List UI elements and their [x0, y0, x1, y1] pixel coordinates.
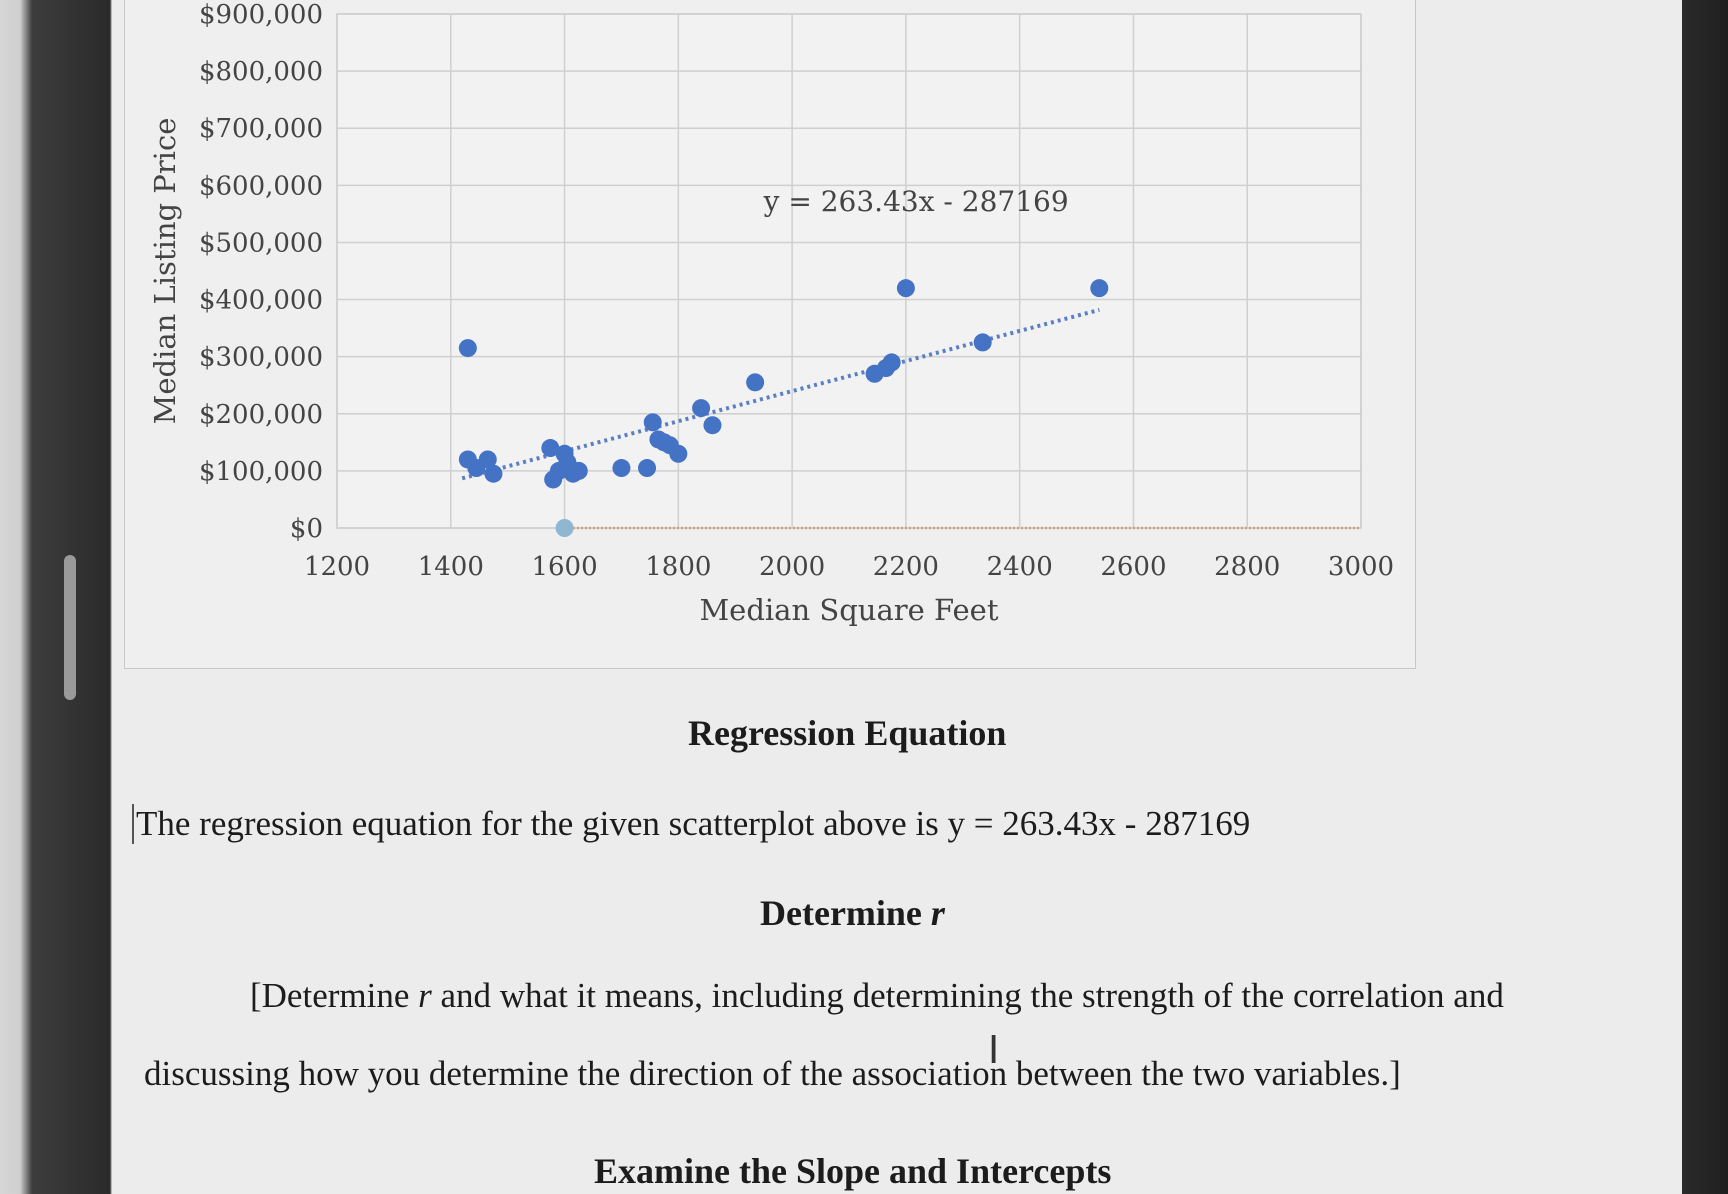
data-point — [638, 459, 657, 478]
x-tick-label: 2800 — [1214, 552, 1280, 582]
plot-area — [336, 13, 1362, 529]
data-point — [1090, 279, 1109, 298]
x-tick-label: 1600 — [531, 552, 597, 582]
prompt-line-1[interactable]: [Determine r and what it means, includin… — [250, 976, 1504, 1015]
chart-container[interactable]: $0 $100,000 $200,000 $300,000 $400,000 $500,0… — [124, 0, 1416, 669]
data-point — [555, 519, 574, 537]
x-tick-label: 2000 — [759, 552, 825, 582]
y-tick-label: $100,000 — [199, 457, 323, 487]
heading-slope-intercepts: Examine the Slope and Intercepts — [594, 1151, 1112, 1191]
heading-determine-r: Determine r — [760, 893, 945, 933]
y-tick-label: $600,000 — [199, 171, 323, 201]
x-tick-label: 1400 — [418, 552, 484, 582]
y-tick-label: $700,000 — [199, 114, 323, 144]
data-point — [746, 373, 765, 392]
x-tick-label: 2200 — [873, 552, 939, 582]
y-tick-label: $0 — [290, 514, 323, 544]
data-point — [669, 444, 688, 463]
data-point — [458, 339, 477, 358]
x-tick-label: 1200 — [304, 552, 370, 582]
data-point — [882, 353, 901, 372]
x-tick-label: 2600 — [1100, 552, 1166, 582]
heading-regression-equation: Regression Equation — [688, 713, 1007, 753]
data-point — [541, 439, 560, 458]
y-axis-title: Median Listing Price — [148, 118, 182, 425]
prompt-line-2[interactable]: discussing how you determine the directi… — [144, 1054, 1401, 1093]
text-cursor-icon: I — [988, 1028, 1000, 1072]
data-point — [484, 464, 503, 483]
y-tick-label: $200,000 — [199, 400, 323, 430]
trendline-equation: y = 263.43x - 287169 — [763, 185, 1069, 218]
data-point — [896, 279, 915, 298]
data-point — [643, 413, 662, 432]
data-point — [692, 399, 711, 418]
x-tick-label: 2400 — [987, 552, 1053, 582]
x-axis-title: Median Square Feet — [699, 593, 998, 627]
x-tick-label: 3000 — [1328, 552, 1394, 582]
x-tick-label: 1800 — [645, 552, 711, 582]
regression-sentence[interactable]: The regression equation for the given sc… — [132, 804, 1250, 844]
trendline — [461, 307, 1100, 481]
y-tick-label: $400,000 — [199, 286, 323, 316]
data-point — [478, 450, 497, 469]
y-tick-label: $500,000 — [199, 228, 323, 258]
data-point — [569, 461, 588, 480]
y-tick-label: $900,000 — [199, 0, 323, 30]
data-point — [612, 459, 631, 478]
scrollbar-thumb[interactable] — [64, 555, 76, 700]
y-tick-label: $800,000 — [199, 57, 323, 87]
y-tick-label: $300,000 — [199, 343, 323, 373]
data-point — [973, 333, 992, 352]
data-point — [703, 416, 722, 435]
scatter-chart: $0 $100,000 $200,000 $300,000 $400,000 $500,0… — [148, 0, 1394, 627]
